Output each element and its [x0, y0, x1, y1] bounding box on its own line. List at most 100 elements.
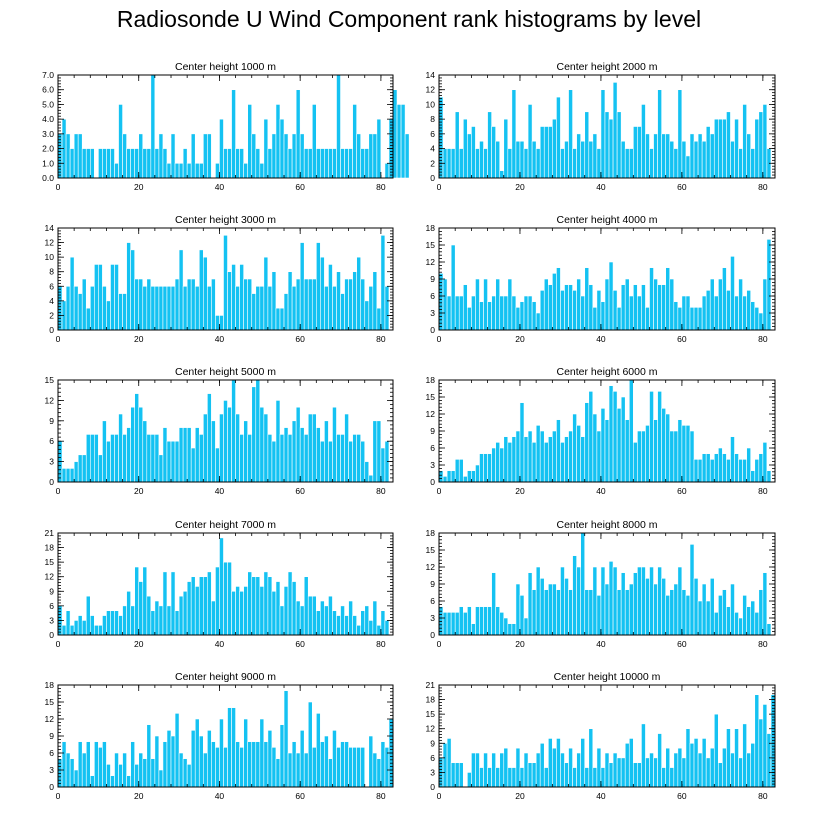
histogram-bar: [231, 264, 236, 331]
y-tick-label: 1.0: [42, 158, 54, 168]
histogram-bar: [483, 148, 488, 179]
histogram-bar: [697, 752, 703, 788]
histogram-bar: [65, 285, 71, 331]
histogram-bar: [303, 148, 309, 179]
histogram-bar: [552, 583, 557, 636]
histogram-bar: [235, 285, 240, 331]
histogram-bar: [316, 242, 321, 331]
histogram-bar: [166, 162, 172, 179]
histogram-bar: [628, 738, 634, 788]
histogram-bar: [178, 162, 184, 179]
histogram-bar: [454, 459, 460, 483]
histogram-bar: [560, 566, 565, 636]
histogram-bar: [316, 610, 321, 636]
histogram-bar: [681, 140, 687, 179]
histogram-bar: [348, 148, 353, 179]
histogram-bar: [130, 406, 135, 483]
histogram-bar: [750, 600, 756, 636]
x-tick-label: 60: [677, 334, 687, 344]
histogram-bar: [616, 408, 622, 483]
x-tick-label: 20: [515, 791, 525, 801]
histogram-bar: [762, 278, 768, 331]
histogram-bar: [239, 264, 244, 331]
histogram-bar: [560, 148, 565, 179]
histogram-bar: [360, 440, 366, 483]
histogram-bar: [515, 140, 521, 179]
histogram-bar: [198, 735, 204, 788]
histogram-bar: [560, 442, 565, 483]
histogram-bar: [527, 295, 533, 331]
histogram-bar: [726, 459, 731, 483]
histogram-bar: [203, 413, 208, 483]
histogram-bar: [170, 133, 176, 179]
histogram-bar: [608, 118, 614, 179]
histogram-bar: [267, 730, 273, 788]
histogram-bar: [307, 701, 313, 788]
histogram-bar: [535, 752, 541, 788]
histogram-bar: [352, 615, 357, 636]
histogram-bar: [239, 747, 244, 788]
histogram-bar: [653, 278, 658, 331]
panel-frame: [57, 74, 394, 179]
histogram-bar: [762, 442, 768, 483]
histogram-bar: [118, 615, 123, 636]
y-tick-label: 8: [49, 267, 54, 277]
histogram-bar: [446, 295, 452, 331]
histogram-bar: [154, 434, 160, 483]
histogram-bar: [673, 148, 679, 179]
histogram-bar: [158, 133, 164, 179]
histogram-bar: [746, 606, 752, 636]
histogram-bar: [535, 148, 541, 179]
histogram-bar: [344, 148, 349, 179]
y-tick-label: 6: [49, 748, 54, 758]
histogram-bar: [368, 620, 374, 636]
histogram-bar: [194, 718, 200, 788]
y-tick-label: 6: [430, 129, 435, 139]
histogram-bar: [198, 434, 204, 483]
histogram-bar: [247, 278, 253, 331]
histogram-bar: [730, 140, 735, 179]
histogram-bar: [620, 396, 626, 483]
histogram-bar: [311, 413, 317, 483]
histogram-bar: [580, 436, 586, 483]
x-tick-label: 0: [437, 334, 442, 344]
histogram-bar: [454, 762, 460, 788]
histogram-bar: [645, 133, 650, 179]
histogram-bar: [612, 391, 618, 483]
histogram-bar: [766, 239, 772, 331]
histogram-bar: [685, 425, 691, 483]
histogram-bar: [475, 606, 480, 636]
histogram-bar: [376, 624, 382, 636]
histogram-bar: [166, 285, 172, 331]
histogram-bar: [219, 315, 224, 331]
y-tick-label: 18: [426, 375, 436, 385]
histogram-bar: [372, 600, 378, 636]
histogram-bar: [641, 284, 646, 331]
histogram-bar: [754, 612, 760, 636]
histogram-bar: [73, 620, 79, 636]
histogram-bar: [130, 249, 135, 331]
x-tick-label: 0: [56, 639, 61, 649]
histogram-bar: [134, 148, 140, 179]
histogram-bar: [718, 762, 723, 788]
histogram-bar: [483, 752, 488, 788]
panel-frame: [438, 74, 776, 179]
histogram-bar: [564, 284, 569, 331]
histogram-bar: [475, 752, 480, 788]
histogram-bar: [126, 590, 131, 636]
histogram-bar: [142, 420, 148, 483]
histogram-bar: [283, 427, 289, 483]
histogram-panel: Center height 6000 m 0 20 40 60 80 0 3 6 9 12 15 18: [426, 366, 776, 496]
histogram-panel: Center height 7000 m 0 20 40 60 80 0 3 6 9 12 15 18 2…: [45, 519, 394, 649]
x-tick-label: 80: [376, 334, 386, 344]
histogram-bar: [223, 561, 228, 636]
histogram-bar: [661, 767, 666, 788]
histogram-bar: [471, 470, 476, 483]
histogram-bar: [479, 140, 484, 179]
histogram-bar: [259, 285, 265, 331]
y-tick-label: 14: [426, 70, 436, 80]
x-tick-label: 80: [376, 791, 386, 801]
histogram-bar: [515, 307, 521, 331]
histogram-bar: [681, 589, 687, 636]
histogram-bar: [499, 170, 505, 179]
